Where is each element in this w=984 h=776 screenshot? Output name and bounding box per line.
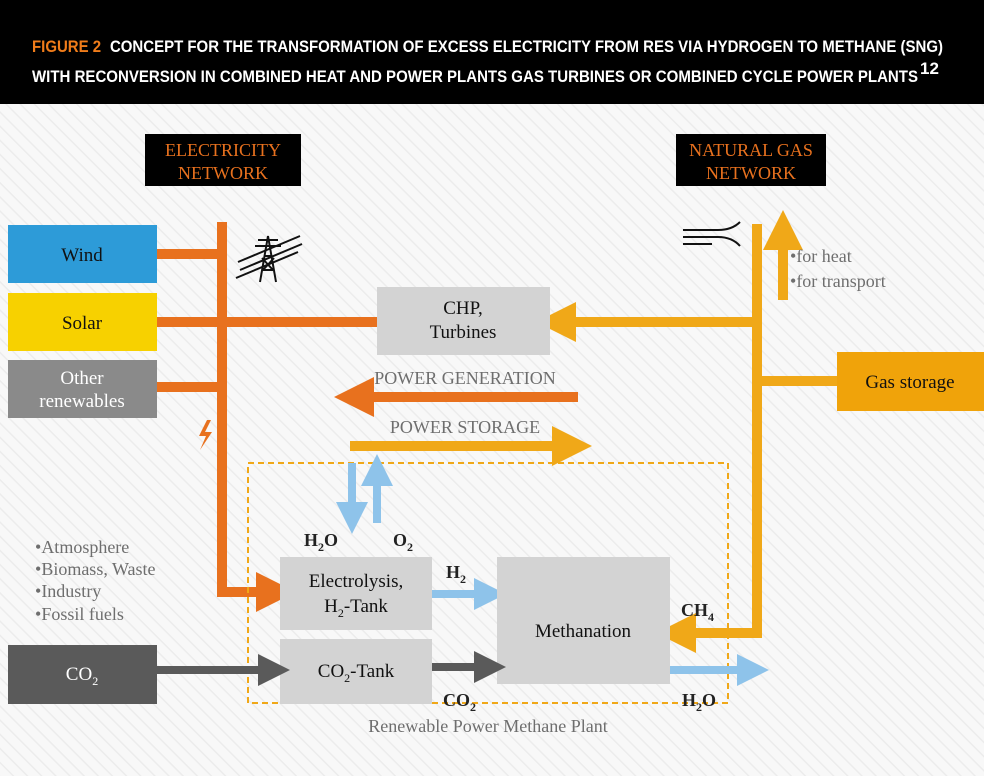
chem-sub: 2 (92, 674, 98, 688)
flow-label: POWER STORAGE (390, 417, 540, 437)
gas-use-text: for heat (796, 246, 851, 266)
co2-origin-text: Biomass, Waste (41, 559, 155, 579)
chp-label: CHP, (443, 298, 483, 319)
co2-origin: •Fossil fuels (35, 604, 124, 624)
chem: -Tank (344, 596, 389, 617)
electrolysis-label: H2-Tank (324, 596, 388, 620)
solar-box (8, 293, 157, 351)
title-line: WITH RECONVERSION IN COMBINED HEAT AND P… (32, 67, 918, 86)
co2-origin-text: Atmosphere (41, 537, 129, 557)
other-box (8, 360, 157, 418)
chem: CH (681, 600, 708, 620)
plant-label: Renewable Power Methane Plant (368, 716, 607, 736)
gas-storage-label: Gas storage (865, 372, 954, 393)
network-label: NATURAL GAS (689, 140, 813, 160)
chem-label: O2 (393, 530, 413, 554)
chem: CO (318, 661, 344, 682)
co2-tank-label: CO2-Tank (318, 661, 395, 685)
wind-label: Wind (61, 245, 103, 266)
gas-icon (683, 221, 741, 247)
flow-label: POWER GENERATION (374, 368, 556, 388)
chem: CO (66, 664, 92, 685)
gas-use: •for heat (790, 246, 852, 266)
gas-storage-box (837, 352, 984, 411)
network-box (145, 134, 301, 186)
chem: CO (443, 690, 470, 710)
network-label: NETWORK (706, 163, 796, 183)
network-label: ELECTRICITY (165, 140, 281, 160)
chem: H (324, 596, 338, 617)
electrolysis-box (280, 557, 432, 630)
co2-origin-text: Fossil fuels (41, 604, 124, 624)
co2-tank-box (280, 639, 432, 704)
chp-box (377, 287, 550, 355)
solar-label: Solar (62, 313, 103, 334)
footnote: 12 (920, 59, 939, 78)
lightning-icon (199, 420, 212, 450)
pylon-icon (235, 235, 303, 283)
figure-label: FIGURE 2 (32, 37, 101, 56)
chem: O (393, 530, 407, 550)
co2-origin: •Atmosphere (35, 537, 129, 557)
chem: O (702, 690, 716, 710)
gas-use-text: for transport (796, 271, 885, 291)
chem-label: CO2 (443, 690, 476, 714)
header-line-1: FIGURE 2 CONCEPT FOR THE TRANSFORMATION O… (32, 37, 943, 56)
chem-sub: 2 (470, 700, 476, 714)
plant-frame (247, 462, 729, 704)
gas-use: •for transport (790, 271, 886, 291)
electrolysis-label: Electrolysis, (309, 571, 403, 592)
chem-sub: 2 (318, 540, 324, 554)
network-label: NETWORK (178, 163, 268, 183)
co2-origin: •Industry (35, 581, 101, 601)
chem-sub: 2 (696, 700, 702, 714)
methanation-label: Methanation (535, 621, 632, 642)
chem-sub: 4 (708, 610, 714, 624)
co2-origin: •Biomass, Waste (35, 559, 156, 579)
chp-label: Turbines (430, 322, 497, 343)
header-band (0, 0, 984, 104)
chem-label: H2 (446, 562, 466, 586)
chem-label: H2O (682, 690, 716, 714)
co2-origin-text: Industry (41, 581, 101, 601)
co2-arrows (157, 651, 506, 686)
chem-label: H2O (304, 530, 338, 554)
methanation-box (497, 557, 670, 684)
chem-sub: 2 (460, 572, 466, 586)
chem: O (324, 530, 338, 550)
chem-sub: 2 (344, 671, 350, 685)
chem: H (446, 562, 460, 582)
co2-source-label: CO2 (66, 664, 98, 688)
electricity-lines (157, 222, 578, 612)
chem-sub: 2 (338, 606, 344, 620)
chem: -Tank (350, 661, 395, 682)
other-label: renewables (39, 391, 124, 412)
co2-source-box (8, 645, 157, 704)
chem: H (304, 530, 318, 550)
network-box (676, 134, 826, 186)
chem: H (682, 690, 696, 710)
chem-sub: 2 (407, 540, 413, 554)
chem-label: CH4 (681, 600, 714, 624)
other-label: Other (60, 368, 104, 389)
wind-box (8, 225, 157, 283)
gas-lines (350, 210, 837, 653)
title-line: CONCEPT FOR THE TRANSFORMATION OF EXCESS… (110, 37, 943, 56)
